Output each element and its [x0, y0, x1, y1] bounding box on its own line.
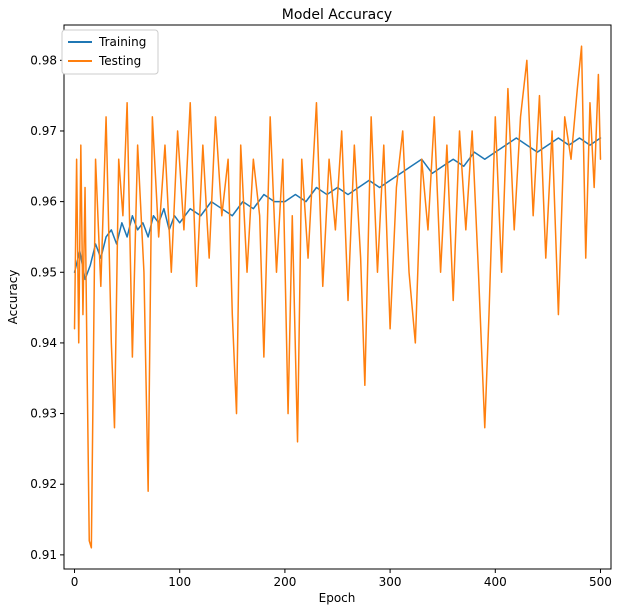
plot-frame	[63, 24, 612, 570]
series-line-training	[73, 137, 602, 281]
series-lines	[73, 45, 602, 549]
x-tick-label: 400	[484, 575, 507, 589]
y-axis-ticks: 0.91 0.92 0.93 0.94 0.95 0.96 0.97 0.98	[30, 53, 64, 562]
legend-label-testing: Testing	[98, 54, 141, 68]
y-tick-label: 0.92	[30, 477, 57, 491]
x-axis-title: Epoch	[319, 591, 356, 605]
legend-label-training: Training	[98, 35, 146, 49]
y-axis-title: Accuracy	[6, 270, 20, 325]
x-tick-label: 100	[168, 575, 191, 589]
y-tick-label: 0.93	[30, 407, 57, 421]
y-tick-label: 0.98	[30, 53, 57, 67]
x-tick-label: 200	[273, 575, 296, 589]
y-tick-label: 0.97	[30, 124, 57, 138]
x-tick-label: 0	[71, 575, 79, 589]
x-tick-label: 500	[589, 575, 612, 589]
y-tick-label: 0.96	[30, 195, 57, 209]
y-tick-label: 0.95	[30, 265, 57, 279]
legend: Training Testing	[61, 29, 159, 75]
y-tick-label: 0.91	[30, 548, 57, 562]
x-axis-ticks: 0 100 200 300 400 500	[71, 569, 612, 589]
y-tick-label: 0.94	[30, 336, 57, 350]
chart-title: Model Accuracy	[282, 7, 392, 23]
x-tick-label: 300	[379, 575, 402, 589]
series-line-testing	[73, 45, 602, 549]
